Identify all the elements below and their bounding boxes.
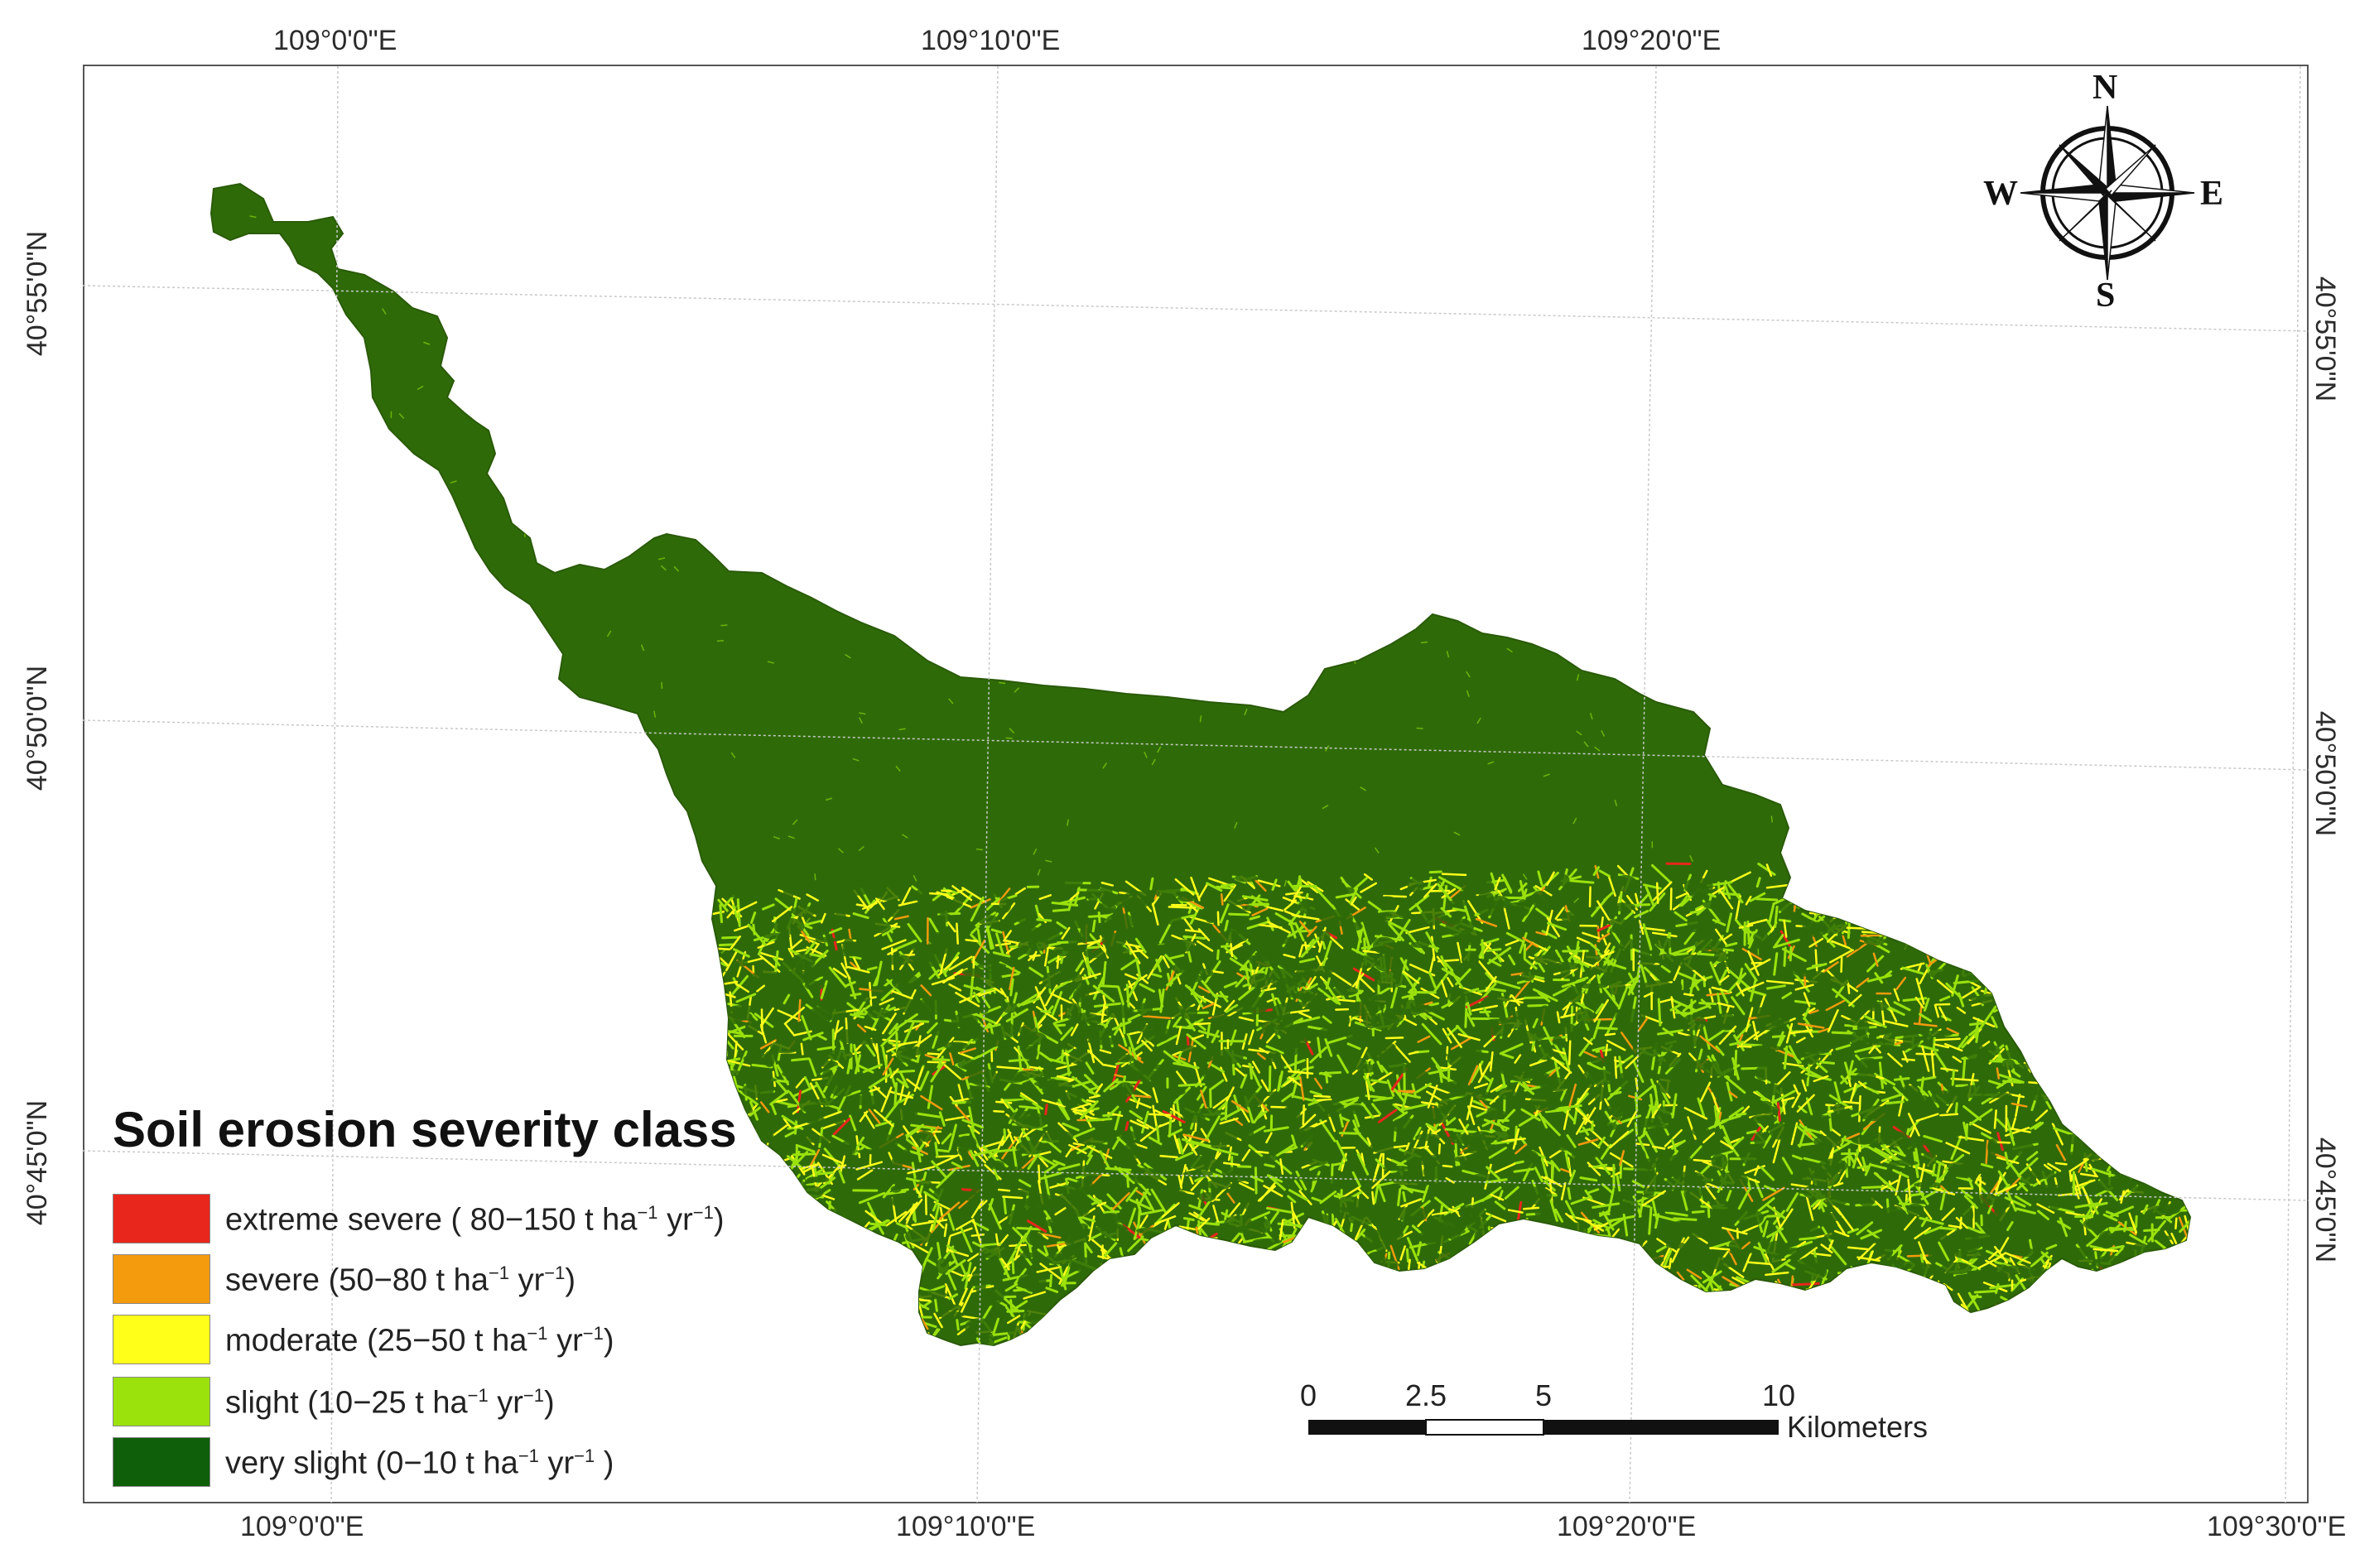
legend-label: slight (10−25 t ha−1 yr−1) [225,1385,555,1421]
lat-tick-left: 40°55'0"N [22,230,54,357]
scale-label: 10 [1761,1378,1796,1412]
legend-label: extreme severe ( 80−150 t ha−1 yr−1) [225,1202,725,1238]
legend-label: severe (50−80 t ha−1 yr−1) [225,1263,575,1298]
legend: Soil erosion severity class extreme seve… [108,1101,853,1490]
legend-swatch [113,1437,210,1487]
legend-swatch [113,1194,210,1243]
lon-tick-bottom: 109°10'0"E [896,1511,1036,1542]
legend-title: Soil erosion severity class [113,1102,737,1157]
lon-tick-top: 109°0'0"E [273,25,397,56]
lon-tick-top: 109°20'0"E [1582,25,1722,56]
legend-item-severe: severe (50−80 t ha−1 yr−1) [108,1254,853,1307]
lon-tick-bottom: 109°0'0"E [240,1511,364,1542]
scale-units: Kilometers [1787,1410,1929,1444]
scale-bar: 0 2.5 5 10 Kilometers [1300,1378,1928,1453]
compass-north-label: N [2092,69,2118,107]
legend-swatch [113,1315,210,1364]
lat-tick-right: 40°50'0"N [2309,710,2342,837]
legend-swatch [113,1377,210,1426]
legend-label: very slight (0−10 t ha−1 yr−1 ) [225,1445,614,1481]
legend-item-slight: slight (10−25 t ha−1 yr−1) [108,1377,853,1430]
legend-label: moderate (25−50 t ha−1 yr−1) [225,1323,614,1359]
lon-tick-top: 109°10'0"E [921,25,1061,56]
lon-tick-bottom: 109°20'0"E [1557,1511,1697,1542]
lon-tick-bottom: 109°30'0"E [2207,1511,2347,1542]
compass-east-label: E [2200,175,2224,213]
graticule-lines [82,65,2309,1503]
legend-item-extreme-severe: extreme severe ( 80−150 t ha−1 yr−1) [108,1194,853,1247]
lat-tick-left: 40°50'0"N [22,665,54,791]
compass-rose-icon [2020,105,2195,281]
lat-tick-right: 40°55'0"N [2309,276,2342,402]
scale-label: 5 [1534,1378,1553,1412]
compass-rose: N S E W [1983,69,2232,315]
lat-tick-right: 40°45'0"N [2309,1137,2342,1263]
scale-bar-graphic [1308,1419,1779,1436]
scale-label: 0 [1299,1378,1317,1412]
compass-west-label: W [1983,175,2018,213]
legend-swatch [113,1254,210,1304]
legend-item-very-slight: very slight (0−10 t ha−1 yr−1 ) [108,1437,853,1490]
lat-tick-left: 40°45'0"N [22,1099,54,1226]
legend-item-moderate: moderate (25−50 t ha−1 yr−1) [108,1315,853,1368]
compass-south-label: S [2096,277,2116,315]
scale-label: 2.5 [1404,1378,1447,1412]
